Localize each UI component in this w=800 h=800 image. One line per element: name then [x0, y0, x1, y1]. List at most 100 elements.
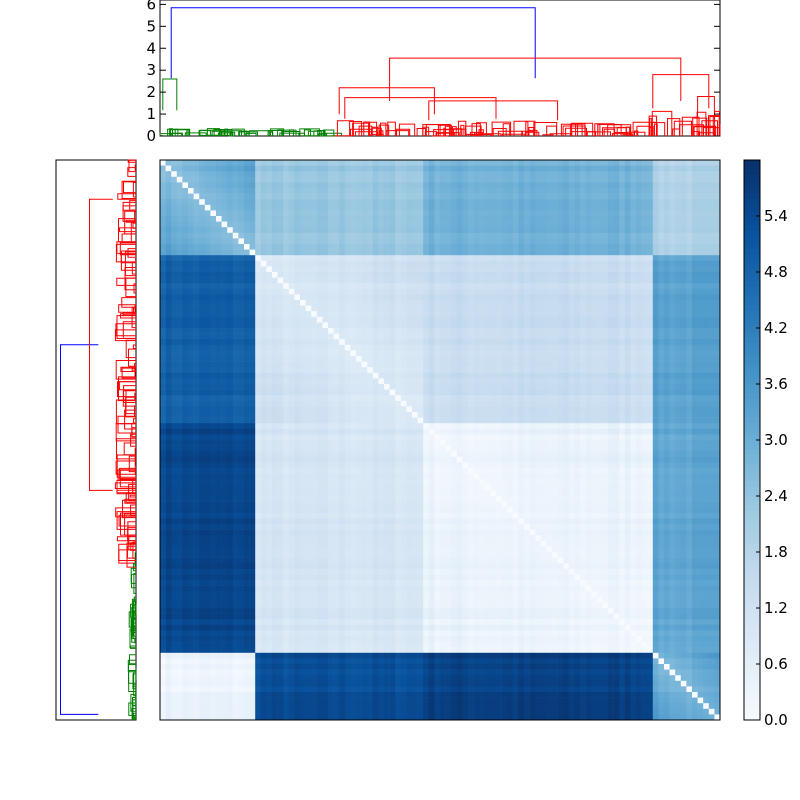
heatmap-cell [540, 255, 547, 262]
heatmap-cell [675, 255, 682, 262]
heatmap-cell [395, 182, 402, 189]
heatmap-cell [703, 165, 710, 172]
heatmap-cell [490, 160, 497, 166]
heatmap-cell [160, 182, 166, 189]
heatmap-cell [367, 227, 374, 234]
heatmap-cell [350, 176, 357, 183]
heatmap-cell [249, 216, 256, 222]
heatmap-cell [165, 395, 172, 402]
heatmap-cell [344, 395, 351, 402]
heatmap-cell [182, 238, 189, 245]
heatmap-cell [596, 322, 603, 329]
heatmap-cell [238, 417, 245, 424]
heatmap-cell [708, 300, 715, 306]
heatmap-cell [552, 288, 558, 295]
heatmap-cell [221, 328, 228, 334]
heatmap-cell [490, 395, 497, 402]
heatmap-cell [311, 395, 318, 402]
heatmap-cell [535, 400, 542, 407]
heatmap-cell [204, 406, 211, 413]
heatmap-cell [193, 406, 200, 413]
heatmap-cell [658, 232, 665, 239]
heatmap-cell [417, 216, 424, 222]
heatmap-cell [546, 160, 553, 166]
heatmap-cell [669, 216, 676, 222]
heatmap-cell [473, 389, 480, 396]
heatmap-cell [490, 210, 497, 217]
heatmap-cell [277, 283, 284, 290]
heatmap-cell [445, 199, 452, 206]
heatmap-cell [288, 221, 295, 228]
heatmap-cell [479, 400, 486, 407]
heatmap-cell [288, 204, 295, 211]
heatmap-cell [193, 356, 200, 362]
heatmap-cell [462, 199, 469, 206]
dendrogram-link [134, 552, 136, 567]
heatmap-cell [238, 232, 245, 239]
heatmap-cell [675, 311, 682, 318]
heatmap-cell [529, 333, 536, 340]
heatmap-cell [277, 350, 284, 357]
heatmap-cell [535, 216, 542, 222]
heatmap-cell [552, 255, 558, 262]
heatmap-cell [501, 350, 508, 357]
dendrogram-link [132, 684, 136, 690]
heatmap-cell [272, 356, 278, 362]
heatmap-cell [316, 249, 323, 256]
heatmap-cell [568, 266, 575, 273]
heatmap-cell [204, 378, 211, 385]
heatmap-cell [714, 266, 721, 273]
dendrogram-link [199, 129, 222, 136]
heatmap-cell [708, 272, 715, 278]
heatmap-cell [277, 249, 284, 256]
heatmap-cell [608, 344, 614, 351]
heatmap-cell [238, 255, 245, 262]
heatmap-cell [160, 395, 166, 402]
heatmap-cell [484, 182, 491, 189]
heatmap-cell [512, 182, 519, 189]
heatmap-cell [456, 221, 463, 228]
heatmap-cell [311, 328, 318, 334]
heatmap-cell [624, 406, 631, 413]
heatmap-cell [535, 378, 542, 385]
heatmap-cell [535, 272, 542, 278]
heatmap-cell [585, 356, 592, 362]
heatmap-cell [692, 288, 698, 295]
heatmap-cell [563, 412, 570, 418]
heatmap-cell [288, 216, 295, 222]
heatmap-cell [596, 260, 603, 267]
dendrogram-link [134, 363, 136, 367]
heatmap-cell [708, 193, 715, 200]
heatmap-cell [484, 227, 491, 234]
heatmap-cell [647, 356, 654, 362]
heatmap-cell [232, 221, 239, 228]
heatmap-cell [714, 294, 721, 301]
heatmap-cell [624, 249, 631, 256]
heatmap-cell [613, 367, 620, 374]
heatmap-cell [708, 232, 715, 239]
heatmap-cell [221, 361, 228, 368]
heatmap-cell [557, 361, 564, 368]
heatmap-cell [255, 171, 262, 178]
heatmap-cell [669, 193, 676, 200]
heatmap-cell [434, 305, 441, 312]
heatmap-cell [423, 350, 430, 357]
heatmap-cell [512, 356, 519, 362]
heatmap-cell [272, 400, 278, 407]
heatmap-cell [384, 272, 390, 278]
heatmap-cell [619, 188, 626, 194]
heatmap-cell [708, 333, 715, 340]
heatmap-cell [232, 328, 239, 334]
heatmap-cell [210, 395, 217, 402]
heatmap-cell [557, 204, 564, 211]
heatmap-cell [339, 339, 346, 346]
heatmap-cell [255, 204, 262, 211]
dendrogram-link [436, 132, 460, 136]
heatmap-cell [703, 193, 710, 200]
heatmap-cell [507, 367, 514, 374]
heatmap-cell [636, 288, 642, 295]
heatmap-cell [165, 350, 172, 357]
heatmap-cell [277, 210, 284, 217]
heatmap-cell [630, 221, 637, 228]
heatmap-cell [708, 294, 715, 301]
